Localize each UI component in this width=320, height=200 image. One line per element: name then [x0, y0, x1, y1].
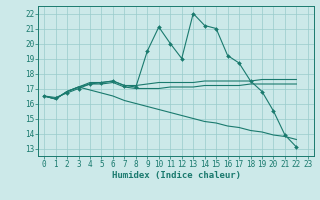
X-axis label: Humidex (Indice chaleur): Humidex (Indice chaleur) [111, 171, 241, 180]
